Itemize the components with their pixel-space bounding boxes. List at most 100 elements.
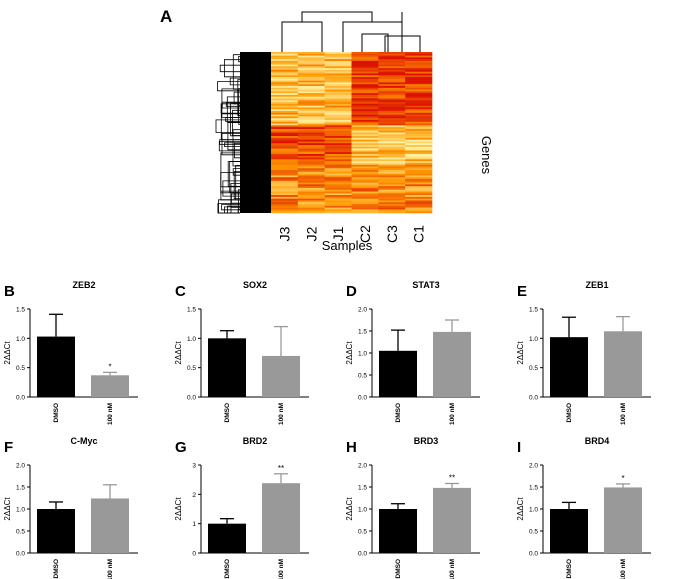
heatmap-cell	[405, 91, 433, 94]
row-dendrogram-branch	[227, 161, 240, 187]
heatmap-cell	[378, 80, 406, 83]
heatmap-cell	[378, 78, 406, 81]
heatmap-cell	[324, 166, 352, 169]
bar-100nm	[604, 331, 642, 397]
heatmap-cell	[297, 137, 325, 140]
heatmap-cell	[271, 168, 299, 171]
heatmap-cell	[378, 77, 406, 80]
heatmap-cell	[271, 175, 299, 178]
heatmap-cell	[351, 123, 379, 126]
heatmap-cell	[351, 64, 379, 67]
heatmap-cell	[378, 89, 406, 92]
heatmap-cell	[378, 107, 406, 110]
heatmap-cell	[378, 91, 406, 94]
heatmap-cell	[405, 57, 433, 60]
heatmap-cell	[324, 189, 352, 192]
heatmap-cell	[351, 175, 379, 178]
heatmap-cell	[405, 161, 433, 164]
x-tick-label: DMSO	[395, 403, 402, 423]
heatmap-cell	[405, 102, 433, 105]
heatmap-cell	[324, 118, 352, 121]
heatmap-cell	[271, 84, 299, 87]
heatmap-cell	[351, 184, 379, 187]
heatmap-cell	[324, 152, 352, 155]
heatmap-cell	[324, 137, 352, 140]
panel-letter: I	[517, 439, 521, 456]
heatmap-cell	[324, 143, 352, 146]
heatmap-cell	[324, 66, 352, 69]
heatmap-cell	[271, 189, 299, 192]
heatmap-cell	[271, 173, 299, 176]
bar-dmso	[550, 509, 588, 553]
heatmap-cell	[324, 198, 352, 201]
heatmap-cell	[297, 52, 325, 55]
heatmap-cell	[378, 134, 406, 137]
heatmap-cell	[405, 157, 433, 160]
heatmap-cell	[351, 207, 379, 210]
heatmap-cell	[351, 60, 379, 64]
heatmap-cell	[378, 123, 406, 126]
row-dendrogram-branch	[238, 56, 240, 63]
heatmap-cell	[405, 168, 433, 171]
x-tick-label: DMSO	[53, 559, 60, 579]
bar-chart-stat3: D STAT3 2ΔΔCt 0.0 0.5 1.0 1.5 2.0 DMSO 100 nM	[345, 280, 480, 425]
heatmap-cell	[297, 180, 325, 183]
row-dendrogram-branch	[221, 101, 240, 109]
x-tick-label: 100 nM	[278, 403, 285, 425]
heatmap-cell	[297, 85, 325, 89]
heatmap-cell	[378, 209, 406, 212]
heatmap-cell	[297, 75, 325, 78]
heatmap-cell	[297, 69, 325, 72]
heatmap-cell	[324, 87, 352, 90]
heatmap-cell	[351, 105, 379, 108]
heatmap-cell	[324, 100, 352, 103]
heatmap-cell	[351, 85, 379, 89]
heatmap-cell	[297, 73, 325, 76]
heatmap-cell	[405, 55, 433, 58]
heatmap-cell	[324, 55, 352, 58]
heatmap-cell	[378, 146, 406, 149]
heatmap-cell	[297, 164, 325, 167]
heatmap-cell	[271, 89, 299, 92]
heatmap-cell	[378, 191, 406, 194]
heatmap-cell	[351, 94, 379, 98]
heatmap-cell	[297, 205, 325, 208]
heatmap-cell	[378, 57, 406, 60]
bar-dmso	[379, 350, 417, 397]
heatmap-cell	[405, 105, 433, 108]
heatmap-cell	[324, 130, 352, 133]
chart-title: BRD2	[243, 436, 268, 446]
heatmap-cell	[351, 125, 379, 128]
significance-marker: **	[278, 464, 284, 473]
heatmap-cell	[324, 182, 352, 185]
heatmap-cell	[351, 55, 379, 58]
heatmap-cell	[351, 148, 379, 151]
heatmap-cell	[378, 189, 406, 192]
heatmap-cell	[271, 62, 299, 65]
heatmap-cell	[351, 150, 379, 153]
heatmap-cell	[324, 112, 352, 115]
heatmap-cell	[297, 168, 325, 171]
bar-chart-sox2: C SOX2 2ΔΔCt 0.0 0.5 1.0 1.5 DMSO 100 nM	[174, 280, 309, 425]
heatmap-cell	[271, 152, 299, 155]
row-dendrogram-branch	[224, 59, 240, 78]
heatmap-cell	[324, 132, 352, 135]
heatmap-cell	[297, 109, 325, 112]
heatmap-cell	[405, 209, 433, 212]
heatmap-cell	[405, 66, 433, 69]
heatmap-cell	[271, 130, 299, 133]
heatmap-cell	[405, 132, 433, 135]
heatmap-cell	[405, 173, 433, 176]
heatmap-cell	[405, 111, 433, 114]
heatmap-cell	[271, 55, 299, 58]
heatmap-cell	[324, 85, 352, 89]
heatmap-cell	[351, 177, 379, 180]
heatmap-cell	[351, 137, 379, 140]
heatmap-x-axis-label: Samples	[322, 238, 373, 253]
heatmap-cell	[378, 125, 406, 128]
heatmap-cell	[297, 204, 325, 207]
heatmap-cell	[378, 84, 406, 87]
heatmap-cell	[378, 85, 406, 89]
heatmap-cell	[378, 75, 406, 78]
